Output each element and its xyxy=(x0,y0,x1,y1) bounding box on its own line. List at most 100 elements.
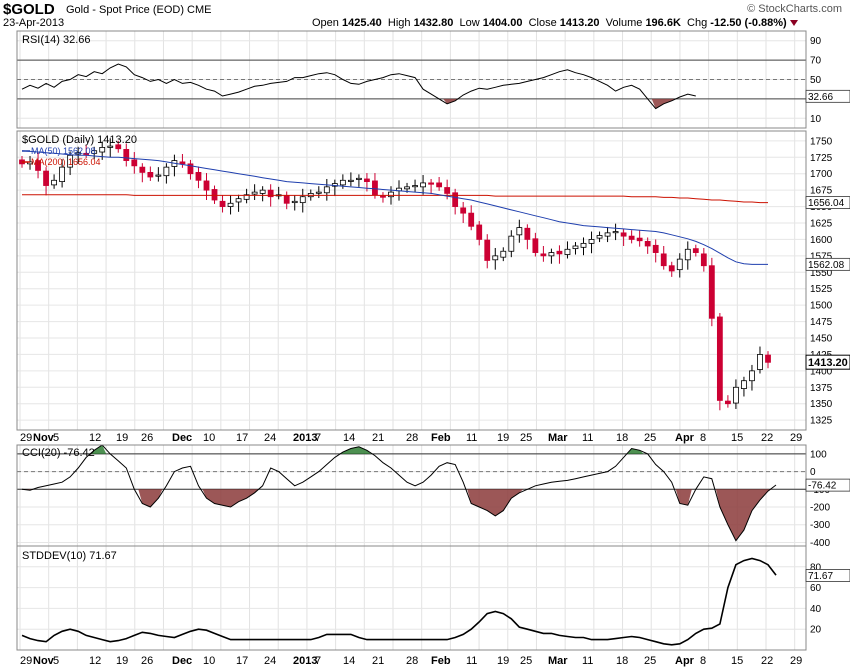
date-axis-top-label: 25 xyxy=(520,432,532,444)
candle-body xyxy=(436,182,443,188)
date-axis-bottom-label: 14 xyxy=(343,655,355,667)
candle-body xyxy=(59,166,66,182)
candle-body xyxy=(508,235,515,252)
date-axis-top-label: 12 xyxy=(89,432,101,444)
candle-body xyxy=(131,159,138,167)
stddev-last-tag-label: 71.67 xyxy=(808,571,833,582)
high-value: 1432.80 xyxy=(413,17,454,29)
cci-negative-fill xyxy=(467,489,524,516)
price-tick-label: 1350 xyxy=(810,399,833,410)
stddev-tick-label: 80 xyxy=(810,562,822,573)
candle-body xyxy=(299,196,306,204)
price-last-tag-label: 1413.20 xyxy=(808,357,848,369)
date-axis-top-label: 17 xyxy=(236,432,248,444)
price-frame xyxy=(16,130,807,431)
candle-body xyxy=(83,152,90,155)
close-label: Close xyxy=(528,17,557,29)
price-last-tag-box xyxy=(805,354,850,370)
candle-body xyxy=(580,242,587,248)
candle-body xyxy=(444,187,451,194)
date-axis-bottom-label: 15 xyxy=(731,655,743,667)
stddev-tick-label: 60 xyxy=(810,583,822,594)
rsi-series-line xyxy=(21,63,696,110)
date-axis-bottom-label: 21 xyxy=(372,655,384,667)
cci-tick-label: -200 xyxy=(810,503,830,514)
date-axis-top-label: 15 xyxy=(731,432,743,444)
price-tick-label: 1325 xyxy=(810,416,833,427)
candle-body xyxy=(115,144,122,150)
candle-body xyxy=(652,244,659,253)
price-tick-label: 1675 xyxy=(810,186,833,197)
candle-body xyxy=(339,179,346,186)
stddev-tick-label: 40 xyxy=(810,604,822,615)
date-axis-bottom-label: Nov xyxy=(33,655,55,667)
volume-label: Volume xyxy=(605,17,643,29)
candle-body xyxy=(211,189,218,201)
date-axis-top-label: 8 xyxy=(700,432,706,444)
date-axis-bottom-label: 26 xyxy=(141,655,153,667)
date-axis-top-label: 19 xyxy=(497,432,509,444)
candle-body xyxy=(644,240,651,247)
candle-body xyxy=(628,235,635,240)
chg-value: -12.50 (-0.88%) xyxy=(710,17,787,29)
candle-body xyxy=(99,147,106,153)
candle-body xyxy=(75,152,82,155)
candle-body xyxy=(388,191,394,198)
cci-last-tag-box xyxy=(805,478,850,492)
date-axis-top-label: 10 xyxy=(203,432,215,444)
date-axis-top-label: 28 xyxy=(406,432,418,444)
date-axis-top-label: 2013 xyxy=(293,432,317,444)
price-tick-label: 1375 xyxy=(810,383,833,394)
cci-tick-label: 100 xyxy=(810,449,827,460)
date-axis-bottom-label: 2013 xyxy=(293,655,317,667)
date-axis-top-label: Mar xyxy=(548,432,568,444)
candle-body xyxy=(356,177,362,180)
candle-body xyxy=(684,248,691,261)
date-axis-top-label: Dec xyxy=(172,432,192,444)
cci-legend-label: CCI(20) -76.42 xyxy=(22,447,95,459)
stddev-tick-label: 20 xyxy=(810,625,822,636)
volume-value: 196.6K xyxy=(645,17,681,29)
date-axis-bottom-label: 19 xyxy=(116,655,128,667)
rsi-last-tag-box xyxy=(805,89,850,103)
symbol-description-text: Gold - Spot Price (EOD) xyxy=(66,4,184,16)
candle-body xyxy=(27,161,33,165)
candle-body xyxy=(588,239,595,244)
candle-body xyxy=(516,227,523,236)
date-axis-bottom-label: 22 xyxy=(761,655,773,667)
candle-body xyxy=(668,265,675,272)
candle-body xyxy=(291,200,298,204)
date-axis-bottom-label: Dec xyxy=(172,655,192,667)
candle-body xyxy=(179,161,186,165)
candle-body xyxy=(708,265,715,319)
candle-body xyxy=(524,227,531,240)
candle-body xyxy=(716,316,723,401)
candle-body xyxy=(724,400,731,405)
candle-body xyxy=(757,354,763,370)
candle-body xyxy=(540,253,547,257)
date-axis-bottom-label: 29 xyxy=(790,655,802,667)
date-axis-bottom-label: 25 xyxy=(520,655,532,667)
date-axis-top-label: 21 xyxy=(372,432,384,444)
candle-body xyxy=(283,194,290,204)
candle-body xyxy=(372,180,378,196)
candle-body xyxy=(315,191,322,194)
date-axis-top-label: 11 xyxy=(582,432,593,444)
quote-summary: Open 1425.40 High 1432.80 Low 1404.00 Cl… xyxy=(312,17,798,29)
date-axis-bottom-label: 29 xyxy=(20,655,32,667)
price-tick-label: 1750 xyxy=(810,136,833,147)
rsi-oversold-fill xyxy=(443,98,460,104)
candle-body xyxy=(267,189,274,198)
rsi-last-tag-label: 32.66 xyxy=(808,92,833,103)
candle-body xyxy=(187,163,194,175)
candle-body xyxy=(572,245,579,250)
candle-body xyxy=(323,186,330,194)
candle-body xyxy=(532,238,539,253)
chart-date: 23-Apr-2013 xyxy=(3,17,65,29)
date-axis-bottom-label: 11 xyxy=(466,655,477,667)
date-axis-top-label: 29 xyxy=(790,432,802,444)
cci-tick-label: -400 xyxy=(810,538,830,549)
cci-positive-fill xyxy=(627,448,644,454)
date-axis-top-label: 25 xyxy=(644,432,656,444)
candle-body xyxy=(91,150,98,154)
